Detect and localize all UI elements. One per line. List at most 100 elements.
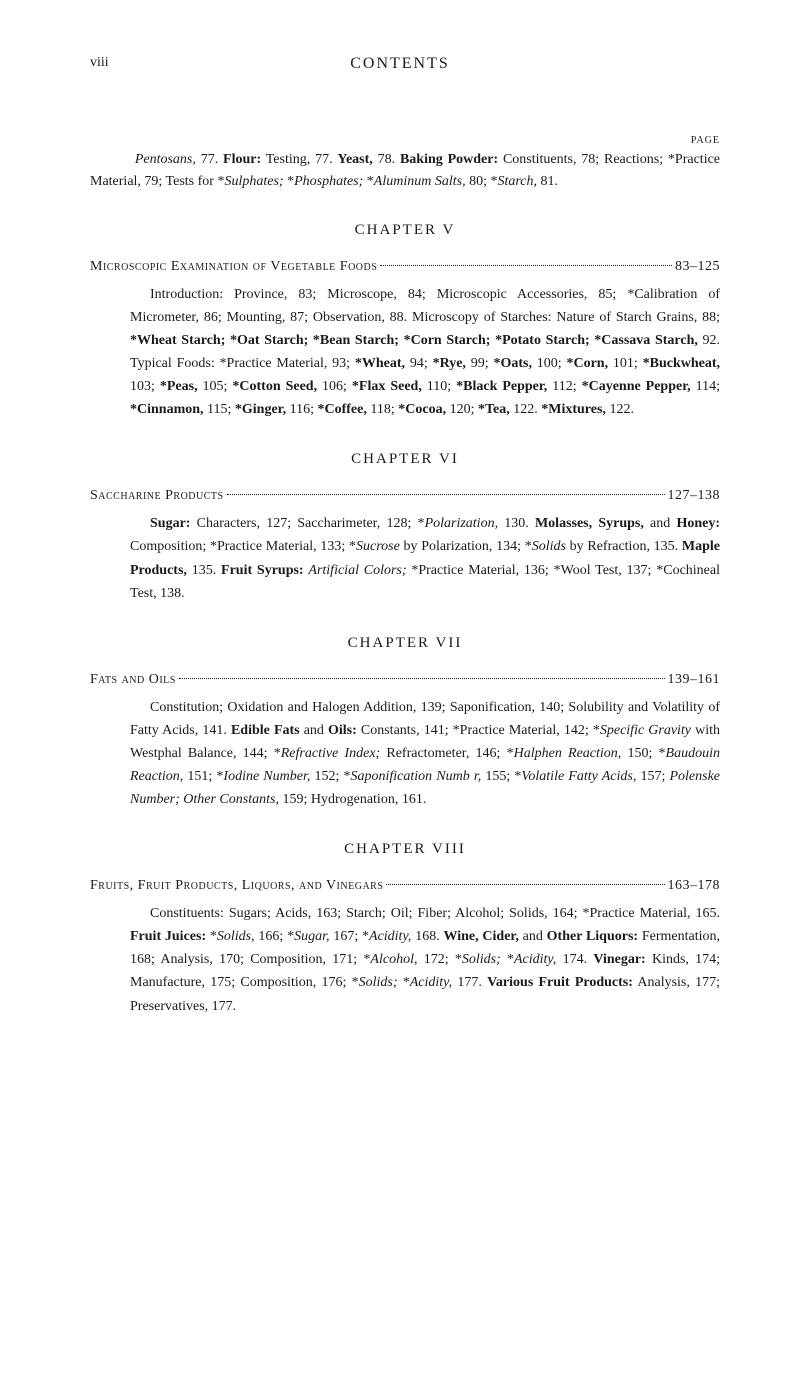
- leader-dots: [227, 494, 665, 495]
- text-run: 172; *: [417, 952, 461, 967]
- text-run: 100;: [532, 356, 567, 371]
- text-run: *Cotton Seed,: [232, 379, 317, 394]
- text-run: and: [644, 516, 677, 531]
- text-run: Constants, 141; *Practice Material, 142;…: [357, 723, 600, 738]
- chapter-description: Constitution; Oxidation and Halogen Addi…: [130, 696, 720, 811]
- text-run: 151; *: [183, 769, 223, 784]
- text-run: 78.: [373, 152, 400, 167]
- text-run: 81.: [537, 174, 558, 189]
- topic-title: Fats and Oils: [90, 672, 176, 688]
- topic-line: Microscopic Examination of Vegetable Foo…: [90, 259, 720, 275]
- text-run: Sul­phates;: [224, 174, 283, 189]
- text-run: *Mixtures,: [541, 402, 606, 417]
- leader-dots: [380, 265, 672, 266]
- text-run: 130.: [498, 516, 535, 531]
- text-run: Fruit Syrups:: [221, 563, 304, 578]
- text-run: *: [363, 174, 374, 189]
- text-run: 122.: [510, 402, 542, 417]
- text-run: 122.: [606, 402, 634, 417]
- content-body: PAGE Pentosans, 77. Flour: Testing, 77. …: [90, 135, 720, 1018]
- topic-line: Fats and Oils139–161: [90, 672, 720, 688]
- text-run: Acidity,: [410, 975, 452, 990]
- text-run: Refractive Index;: [281, 746, 380, 761]
- text-run: Edible Fats: [231, 723, 300, 738]
- text-run: Polarization,: [425, 516, 499, 531]
- text-run: *Wheat Starch; *Oat Starch; *Bean Starch…: [130, 333, 698, 348]
- chapter-description: Introduction: Province, 83; Microscope, …: [130, 283, 720, 422]
- topic-pages: 163–178: [668, 878, 721, 894]
- text-run: Wine, Cider,: [444, 929, 519, 944]
- text-run: Oils:: [328, 723, 357, 738]
- chapter-label: CHAPTER VII: [90, 635, 720, 652]
- text-run: Phosphates;: [294, 174, 363, 189]
- chapter-label: CHAPTER VIII: [90, 841, 720, 858]
- text-run: Fruit Juices:: [130, 929, 206, 944]
- text-run: *: [284, 174, 295, 189]
- text-run: Other Liquors:: [547, 929, 638, 944]
- text-run: *Flax Seed,: [352, 379, 422, 394]
- text-run: *Cocoa,: [398, 402, 446, 417]
- text-run: 152; *: [310, 769, 350, 784]
- text-run: 115;: [204, 402, 235, 417]
- text-run: Acidity,: [369, 929, 411, 944]
- text-run: Refractometer, 146; *: [380, 746, 513, 761]
- text-run: Sugar:: [150, 516, 190, 531]
- text-run: 177.: [452, 975, 487, 990]
- text-run: Honey:: [676, 516, 720, 531]
- text-run: Molasses, Syrups,: [535, 516, 644, 531]
- text-run: 106;: [317, 379, 352, 394]
- text-run: and: [300, 723, 328, 738]
- text-run: 159; Hydrogenation, 161.: [279, 792, 426, 807]
- text-run: Solids;: [359, 975, 398, 990]
- text-run: 155; *: [481, 769, 521, 784]
- text-run: Iodine Number,: [223, 769, 310, 784]
- text-run: Various Fruit Products:: [487, 975, 633, 990]
- topic-line: Fruits, Fruit Products, Liquors, and Vin…: [90, 878, 720, 894]
- text-run: Solids;: [462, 952, 501, 967]
- text-run: *Oats,: [493, 356, 532, 371]
- text-run: *Ginger,: [235, 402, 286, 417]
- text-run: *Buckwheat,: [643, 356, 720, 371]
- text-run: Baking Powder:: [400, 152, 498, 167]
- text-run: Volatile Fatty Acids,: [521, 769, 636, 784]
- text-run: Introduction: Province, 83; Microscope, …: [130, 287, 720, 325]
- text-run: 77.: [196, 152, 223, 167]
- text-run: 105;: [198, 379, 233, 394]
- text-run: Constituents: Sugars; Acids, 163; Starch…: [150, 906, 720, 921]
- leader-dots: [179, 678, 665, 679]
- text-run: Specific Gravity: [600, 723, 691, 738]
- topic-title: Microscopic Examination of Vegetable Foo…: [90, 259, 377, 275]
- topic-pages: 83–125: [675, 259, 720, 275]
- text-run: Hal­phen Reaction,: [514, 746, 622, 761]
- text-run: by Refraction, 135.: [566, 539, 682, 554]
- text-run: *Peas,: [160, 379, 198, 394]
- text-run: by Polarization, 134; *: [400, 539, 532, 554]
- header-title: CONTENTS: [350, 55, 450, 73]
- leader-dots: [386, 884, 664, 885]
- topic-line: Saccharine Products127–138: [90, 488, 720, 504]
- text-run: 101;: [608, 356, 643, 371]
- text-run: Composition; *Practice Material, 133; *: [130, 539, 356, 554]
- text-run: *Cinnamon,: [130, 402, 204, 417]
- text-run: *Black Pepper,: [456, 379, 547, 394]
- text-run: Sucrose: [356, 539, 400, 554]
- intro-paragraph: Pentosans, 77. Flour: Testing, 77. Yeast…: [90, 149, 720, 194]
- chapter-description: Constituents: Sugars; Acids, 163; Starch…: [130, 902, 720, 1017]
- text-run: 116;: [286, 402, 317, 417]
- topic-title: Saccharine Products: [90, 488, 224, 504]
- text-run: 120;: [446, 402, 478, 417]
- text-run: 174.: [556, 952, 593, 967]
- text-run: *: [501, 952, 514, 967]
- text-run: 112;: [547, 379, 581, 394]
- text-run: 103;: [130, 379, 160, 394]
- chapter-description: Sugar: Characters, 127; Saccharimeter, 1…: [130, 512, 720, 604]
- text-run: *: [397, 975, 409, 990]
- topic-title: Fruits, Fruit Products, Liquors, and Vin…: [90, 878, 383, 894]
- text-run: *: [206, 929, 217, 944]
- text-run: Testing, 77.: [261, 152, 337, 167]
- text-run: Solids: [532, 539, 566, 554]
- text-run: Acidity,: [514, 952, 556, 967]
- text-run: 150; *: [621, 746, 665, 761]
- text-run: Alcohol,: [370, 952, 417, 967]
- text-run: 167; *: [330, 929, 369, 944]
